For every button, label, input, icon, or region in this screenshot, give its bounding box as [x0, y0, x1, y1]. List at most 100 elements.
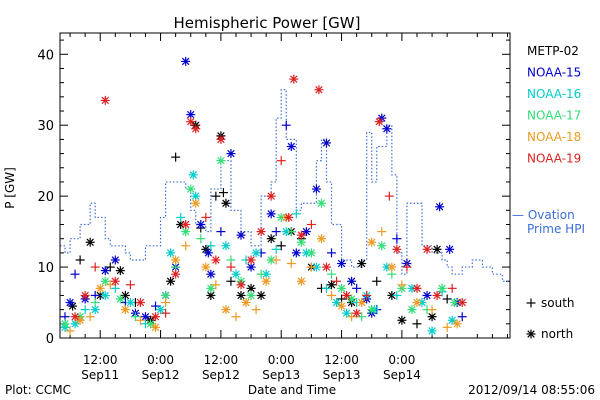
- data-point: [432, 290, 442, 300]
- star-d2: [237, 281, 245, 289]
- star-d2: [252, 249, 260, 257]
- data-point: [384, 191, 394, 201]
- data-point: [196, 220, 206, 230]
- star-d2: [86, 238, 94, 246]
- data-point: [105, 280, 115, 290]
- star-d2: [433, 245, 441, 254]
- data-point: [115, 266, 125, 276]
- star-d2: [292, 249, 301, 257]
- star-d2: [187, 185, 195, 193]
- star-d2: [222, 199, 230, 207]
- data-point: [332, 298, 342, 308]
- data-point: [191, 124, 201, 134]
- star-d2: [171, 270, 180, 278]
- star-d2: [197, 220, 205, 229]
- star-d2: [202, 263, 210, 271]
- star-d2: [222, 242, 230, 250]
- data-point: [251, 248, 261, 258]
- data-point: [332, 276, 342, 286]
- data-point: [271, 227, 281, 237]
- data-point: [256, 227, 266, 237]
- star-d2: [141, 312, 150, 321]
- data-point: [246, 283, 256, 293]
- plot-credit: Plot: CCMC: [5, 383, 71, 397]
- plot-timestamp: 2012/09/14 08:55:06: [468, 383, 595, 397]
- data-point: [266, 234, 276, 244]
- star-d2: [448, 316, 456, 324]
- star-d2: [151, 312, 160, 321]
- star-d2: [181, 57, 190, 66]
- data-point: [266, 209, 276, 219]
- star-d2: [111, 277, 120, 285]
- star-d2: [237, 291, 245, 300]
- star-d2: [187, 110, 195, 119]
- star-d2: [217, 135, 225, 144]
- star-d2: [232, 270, 240, 278]
- data-point: [211, 191, 221, 201]
- star-d2: [438, 284, 446, 293]
- star-d2: [166, 277, 175, 285]
- data-point: [236, 290, 246, 300]
- legend-entry: METP-02: [527, 44, 579, 58]
- data-point: [342, 308, 352, 318]
- x-tick-date-label: Sep12: [142, 368, 180, 382]
- data-point: [447, 315, 457, 325]
- star-d2: [76, 316, 84, 324]
- data-point: [286, 141, 296, 151]
- data-point: [412, 298, 422, 308]
- legend-entry: NOAA-15: [527, 66, 581, 80]
- star-d2: [388, 291, 396, 300]
- star-d2: [91, 305, 99, 314]
- star-d2: [121, 291, 130, 300]
- star-d2: [383, 125, 391, 133]
- star-d2: [458, 298, 466, 307]
- ovation-step-line: [60, 89, 510, 282]
- data-point: [181, 220, 191, 230]
- x-tick-time-label: 0:00: [147, 353, 174, 367]
- star-d2: [262, 277, 270, 285]
- star-d2: [161, 291, 170, 300]
- star-d2: [282, 227, 290, 236]
- data-point: [75, 255, 85, 265]
- x-tick-date-label: Sep14: [383, 368, 421, 382]
- star-d2: [413, 284, 421, 293]
- data-point: [271, 244, 281, 254]
- data-point: [337, 283, 347, 293]
- data-point: [218, 188, 228, 198]
- star-d2: [202, 245, 210, 254]
- legend-entry: NOAA-17: [527, 109, 581, 123]
- data-point: [166, 276, 176, 286]
- star-d2: [192, 192, 200, 200]
- legend-entry: NOAA-18: [527, 130, 581, 144]
- star-d2: [337, 259, 346, 268]
- data-point: [347, 276, 357, 286]
- x-tick-time-label: 12:00: [83, 353, 118, 367]
- star-d2: [398, 316, 406, 324]
- star-d2: [267, 256, 275, 264]
- star-d2: [247, 256, 255, 264]
- x-tick-date-label: Sep12: [202, 368, 240, 382]
- data-point: [352, 283, 362, 293]
- x-tick-time-label: 12:00: [324, 353, 359, 367]
- legend-symbol-south: [526, 298, 536, 308]
- axis-ticks: 01020304012:00Sep110:00Sep1212:00Sep120:…: [37, 33, 510, 382]
- star-d2: [357, 298, 366, 307]
- data-point: [226, 149, 236, 159]
- x-tick-time-label: 0:00: [388, 353, 415, 367]
- data-point: [171, 152, 181, 162]
- star-d2: [297, 238, 306, 246]
- data-point: [216, 156, 226, 166]
- star-d2: [111, 256, 120, 264]
- data-point: [435, 202, 445, 212]
- legend-symbol-north: [526, 329, 536, 339]
- data-point: [181, 56, 191, 66]
- star-d2: [257, 227, 265, 236]
- star-d2: [217, 156, 225, 165]
- star-d2: [126, 298, 135, 307]
- data-point: [327, 248, 337, 258]
- star-d2: [136, 298, 145, 307]
- star-d2: [302, 227, 311, 236]
- data-point: [130, 312, 140, 322]
- star-d2: [267, 234, 275, 243]
